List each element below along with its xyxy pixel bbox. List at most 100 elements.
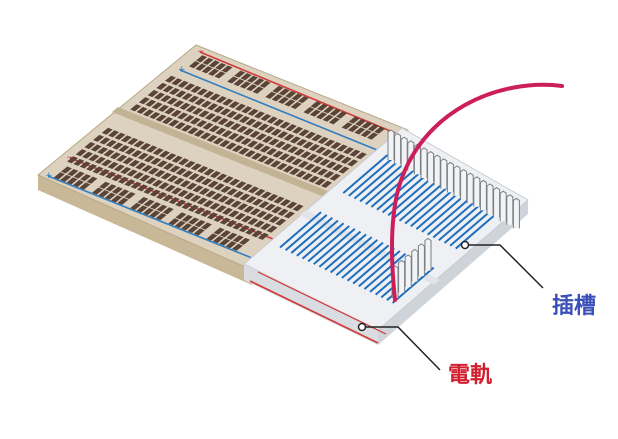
hole: [162, 117, 174, 125]
minus-icon: −: [197, 47, 205, 57]
hole: [355, 152, 367, 160]
hole-grid: [53, 55, 386, 251]
hole: [186, 182, 198, 190]
metal-clip: [427, 150, 435, 182]
hole: [247, 218, 259, 226]
hole: [228, 210, 240, 218]
metal-clip: [460, 168, 468, 200]
hole: [241, 183, 253, 191]
hole: [204, 112, 216, 121]
hole: [164, 75, 176, 83]
hole: [246, 84, 258, 92]
hole: [150, 202, 162, 210]
hole: [260, 113, 272, 122]
board-side-left: [38, 175, 252, 285]
hole: [298, 129, 310, 137]
hole: [195, 63, 207, 71]
hole: [60, 166, 72, 174]
hole: [311, 134, 323, 142]
hole: [208, 125, 220, 133]
hole: [271, 206, 283, 214]
hole: [212, 137, 224, 145]
hole: [194, 207, 206, 215]
hole: [171, 78, 183, 86]
hole: [205, 190, 217, 198]
hole: [316, 168, 328, 176]
hole: [233, 79, 245, 87]
hole: [120, 167, 132, 175]
metal-clip: [453, 165, 461, 196]
hole: [224, 198, 236, 206]
hole: [266, 148, 278, 156]
hole: [232, 235, 244, 243]
hole: [321, 149, 333, 157]
hole: [203, 168, 215, 176]
metal-clip: [387, 129, 395, 160]
hole: [236, 125, 248, 133]
hole: [268, 215, 280, 224]
hole: [105, 139, 117, 148]
hole: [99, 137, 111, 145]
hole: [156, 192, 168, 200]
hole: [336, 144, 348, 152]
hole: [118, 145, 130, 153]
hole: [80, 174, 92, 182]
breadboard: + − + −: [37, 44, 409, 285]
hole: [179, 102, 191, 110]
hole: [217, 118, 229, 126]
hole: [315, 146, 327, 154]
hole: [126, 169, 138, 177]
metal-clip: [440, 158, 448, 189]
hole: [192, 107, 204, 115]
hole: [238, 225, 250, 233]
hole: [53, 172, 65, 180]
hole: [258, 201, 270, 209]
hole: [98, 190, 110, 198]
hole: [354, 127, 366, 135]
hole: [152, 179, 164, 187]
hole: [190, 195, 202, 203]
center-channel: [112, 107, 335, 199]
hole: [290, 101, 302, 110]
hole: [149, 210, 161, 218]
hole: [232, 222, 244, 230]
hole: [226, 188, 238, 196]
rail-callout: 電軌: [357, 322, 492, 388]
hole: [93, 134, 105, 142]
hole: [201, 66, 213, 74]
conductor-strip: [438, 201, 484, 242]
hole: [139, 174, 151, 182]
hole: [136, 106, 148, 114]
hole: [166, 97, 178, 105]
hole: [265, 91, 277, 99]
hole: [332, 163, 344, 172]
hole: [340, 156, 352, 164]
hole: [111, 195, 123, 203]
hole: [201, 178, 213, 186]
hole: [233, 190, 244, 199]
hole: [355, 119, 367, 127]
hole: [223, 120, 235, 128]
hole: [271, 94, 283, 102]
hole: [319, 158, 331, 166]
hole: [175, 212, 187, 220]
hole: [189, 117, 201, 125]
hole: [105, 184, 117, 192]
hole: [142, 208, 154, 216]
hole: [226, 110, 238, 118]
hole: [316, 112, 328, 120]
hole: [208, 60, 220, 68]
hole: [234, 103, 246, 111]
hole: [254, 111, 266, 119]
hole: [297, 96, 309, 104]
hole: [248, 186, 260, 194]
hole: [109, 152, 121, 160]
hole: [156, 204, 168, 212]
conductor-strip: [426, 195, 473, 236]
transparent-section: [243, 127, 529, 345]
conductor-strip: [341, 241, 384, 279]
hole: [243, 128, 254, 136]
hole: [86, 176, 98, 184]
hole: [114, 132, 126, 140]
hole: [329, 173, 341, 181]
